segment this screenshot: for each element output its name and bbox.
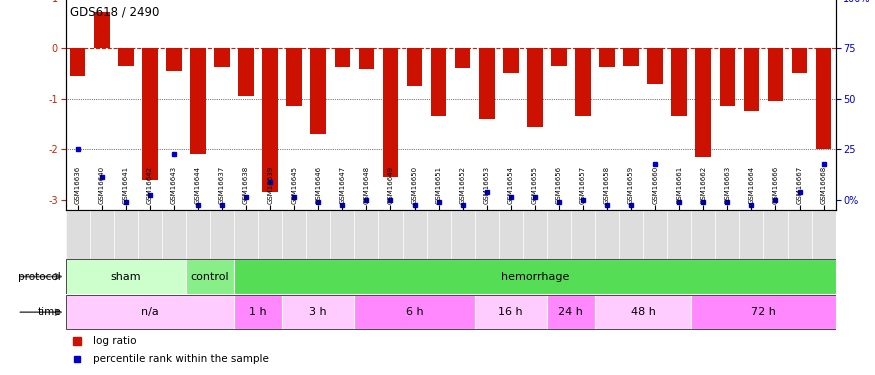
Text: n/a: n/a: [141, 307, 158, 317]
Bar: [282, 295, 354, 329]
Text: 3 h: 3 h: [310, 307, 327, 317]
Text: hemorrhage: hemorrhage: [500, 272, 569, 282]
Bar: [262, 48, 278, 192]
Bar: [430, 48, 446, 116]
Bar: [359, 48, 374, 69]
Bar: [354, 295, 475, 329]
Bar: [475, 295, 547, 329]
Bar: [547, 295, 595, 329]
Text: protocol: protocol: [18, 272, 61, 282]
Text: 72 h: 72 h: [751, 307, 776, 317]
Bar: [455, 48, 471, 68]
Bar: [696, 48, 711, 157]
Bar: [648, 48, 663, 84]
Text: log ratio: log ratio: [93, 336, 136, 345]
Bar: [767, 48, 783, 101]
Bar: [575, 48, 591, 116]
Text: GDS618 / 2490: GDS618 / 2490: [70, 6, 159, 19]
Bar: [527, 48, 542, 126]
Text: time: time: [38, 307, 61, 317]
Bar: [382, 48, 398, 177]
Bar: [503, 48, 519, 74]
Text: 6 h: 6 h: [406, 307, 423, 317]
Bar: [595, 295, 691, 329]
Bar: [70, 48, 86, 76]
Bar: [479, 48, 494, 119]
Bar: [142, 48, 158, 180]
Bar: [816, 48, 831, 149]
Bar: [551, 48, 567, 66]
Bar: [66, 260, 186, 294]
Bar: [214, 48, 230, 68]
Text: percentile rank within the sample: percentile rank within the sample: [93, 354, 269, 364]
Bar: [66, 295, 234, 329]
Bar: [186, 260, 235, 294]
Bar: [744, 48, 760, 111]
Bar: [407, 48, 423, 86]
Bar: [623, 48, 639, 66]
Bar: [334, 48, 350, 68]
Bar: [234, 295, 282, 329]
Bar: [691, 295, 836, 329]
Bar: [599, 48, 615, 68]
Text: control: control: [191, 272, 229, 282]
Bar: [671, 48, 687, 116]
Bar: [190, 48, 206, 154]
Text: 48 h: 48 h: [631, 307, 655, 317]
Text: 24 h: 24 h: [558, 307, 584, 317]
Bar: [94, 12, 109, 48]
Bar: [238, 48, 254, 96]
Bar: [166, 48, 182, 71]
Bar: [311, 48, 326, 134]
Bar: [118, 48, 134, 66]
Text: 16 h: 16 h: [499, 307, 523, 317]
Text: sham: sham: [110, 272, 141, 282]
Bar: [792, 48, 808, 74]
Bar: [719, 48, 735, 106]
Text: 1 h: 1 h: [249, 307, 267, 317]
Bar: [286, 48, 302, 106]
Bar: [234, 260, 836, 294]
